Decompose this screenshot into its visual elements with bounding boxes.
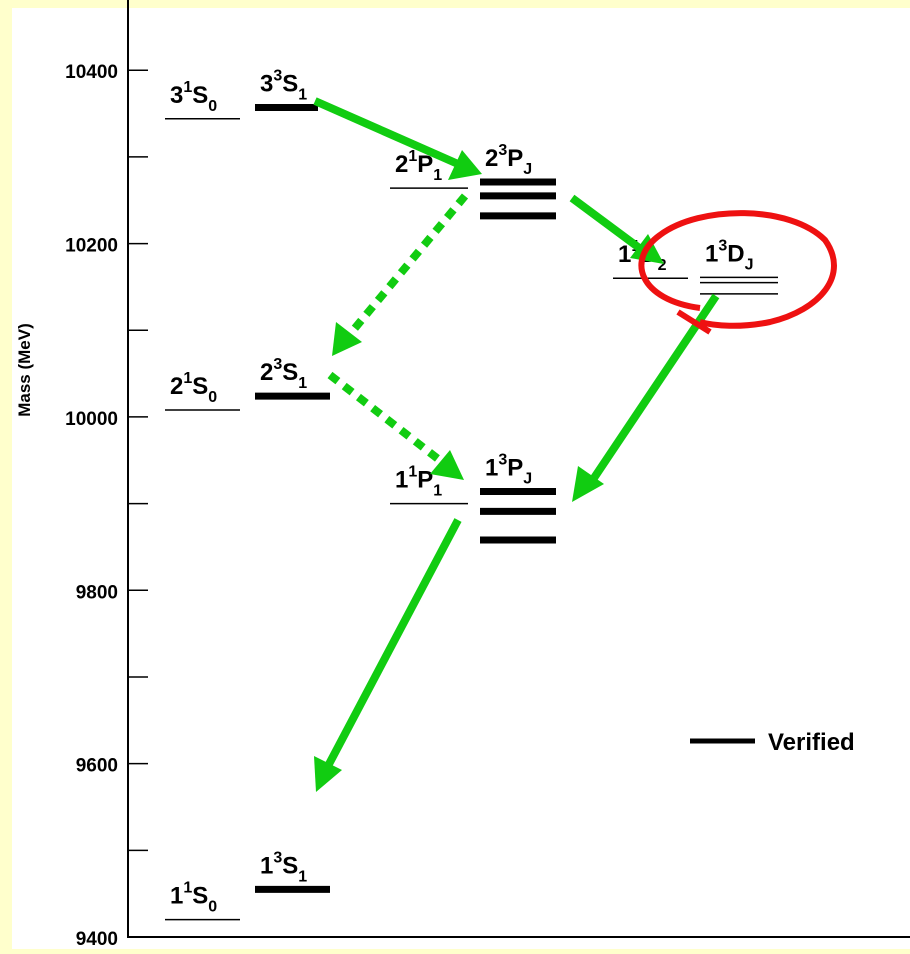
label-j: 1 [433,483,442,500]
label-l: P [417,151,433,178]
label-j: 0 [208,98,217,115]
level-label: 33S1 [260,67,307,103]
label-spin: 3 [273,356,282,373]
arrowhead [314,756,342,792]
label-n: 1 [170,883,183,910]
y-tick-label: 10200 [65,236,118,257]
level-label: 23PJ [485,142,532,178]
dotted-arrow [346,193,469,337]
label-j: 1 [298,868,307,885]
label-n: 1 [485,454,498,481]
label-l: S [282,852,298,879]
label-l: P [507,145,523,172]
level-label: 21P1 [395,148,442,184]
label-spin: 3 [273,67,282,84]
legend-label: Verified [768,729,855,756]
label-spin: 3 [273,849,282,866]
label-n: 1 [260,852,273,879]
arrow [324,518,462,768]
label-spin: 1 [408,464,417,481]
label-spin: 1 [183,880,192,897]
y-tick-label: 9800 [76,582,118,603]
label-n: 1 [618,241,631,268]
level-label: 13S1 [260,849,307,885]
label-n: 3 [170,82,183,109]
label-n: 2 [395,151,408,178]
label-j: J [745,256,754,273]
label-l: P [507,454,523,481]
level-label: 13DJ [705,237,754,273]
arrowhead [332,322,362,356]
label-n: 2 [485,145,498,172]
label-j: 1 [298,375,307,392]
label-spin: 3 [498,451,507,468]
label-j: 1 [433,167,442,184]
label-l: S [282,359,298,386]
circle-tail [676,309,712,335]
label-spin: 1 [183,79,192,96]
levels: 31S033S121P123PJ11D213DJ21S023S111P113PJ… [165,67,778,921]
label-j: 0 [208,389,217,406]
arrowhead [430,450,464,480]
label-n: 2 [260,359,273,386]
label-j: 0 [208,899,217,916]
label-l: S [192,883,208,910]
dotted-arrow [327,371,445,466]
label-l: D [727,240,744,267]
label-j: J [523,470,532,487]
label-n: 2 [170,373,183,400]
level-label: 13PJ [485,451,532,487]
label-spin: 1 [183,370,192,387]
y-tick-label: 10000 [65,409,118,430]
label-n: 1 [705,240,718,267]
level-label: 31S0 [170,79,217,115]
axis-label: Mass (MeV) [15,323,34,417]
highlight-circle [638,210,837,335]
level-label: 11S0 [170,880,217,916]
label-j: 2 [658,257,667,274]
y-tick-label: 10400 [65,62,118,83]
label-spin: 3 [718,237,727,254]
y-tick-label: 9400 [76,929,118,949]
label-n: 1 [395,467,408,494]
arrowhead [448,150,482,180]
arrow [313,97,460,168]
label-n: 3 [260,70,273,97]
arrowhead [572,466,604,502]
label-l: S [192,373,208,400]
level-label: 23S1 [260,356,307,392]
label-l: P [417,467,433,494]
level-label: 11P1 [395,464,442,500]
label-spin: 1 [408,148,417,165]
y-tick-label: 9600 [76,756,118,777]
label-j: 1 [298,86,307,103]
arrow [569,194,645,254]
circle [638,210,837,329]
label-spin: 3 [498,142,507,159]
level-label: 21S0 [170,370,217,406]
label-l: S [282,70,298,97]
label-l: S [192,82,208,109]
label-j: J [523,161,532,178]
